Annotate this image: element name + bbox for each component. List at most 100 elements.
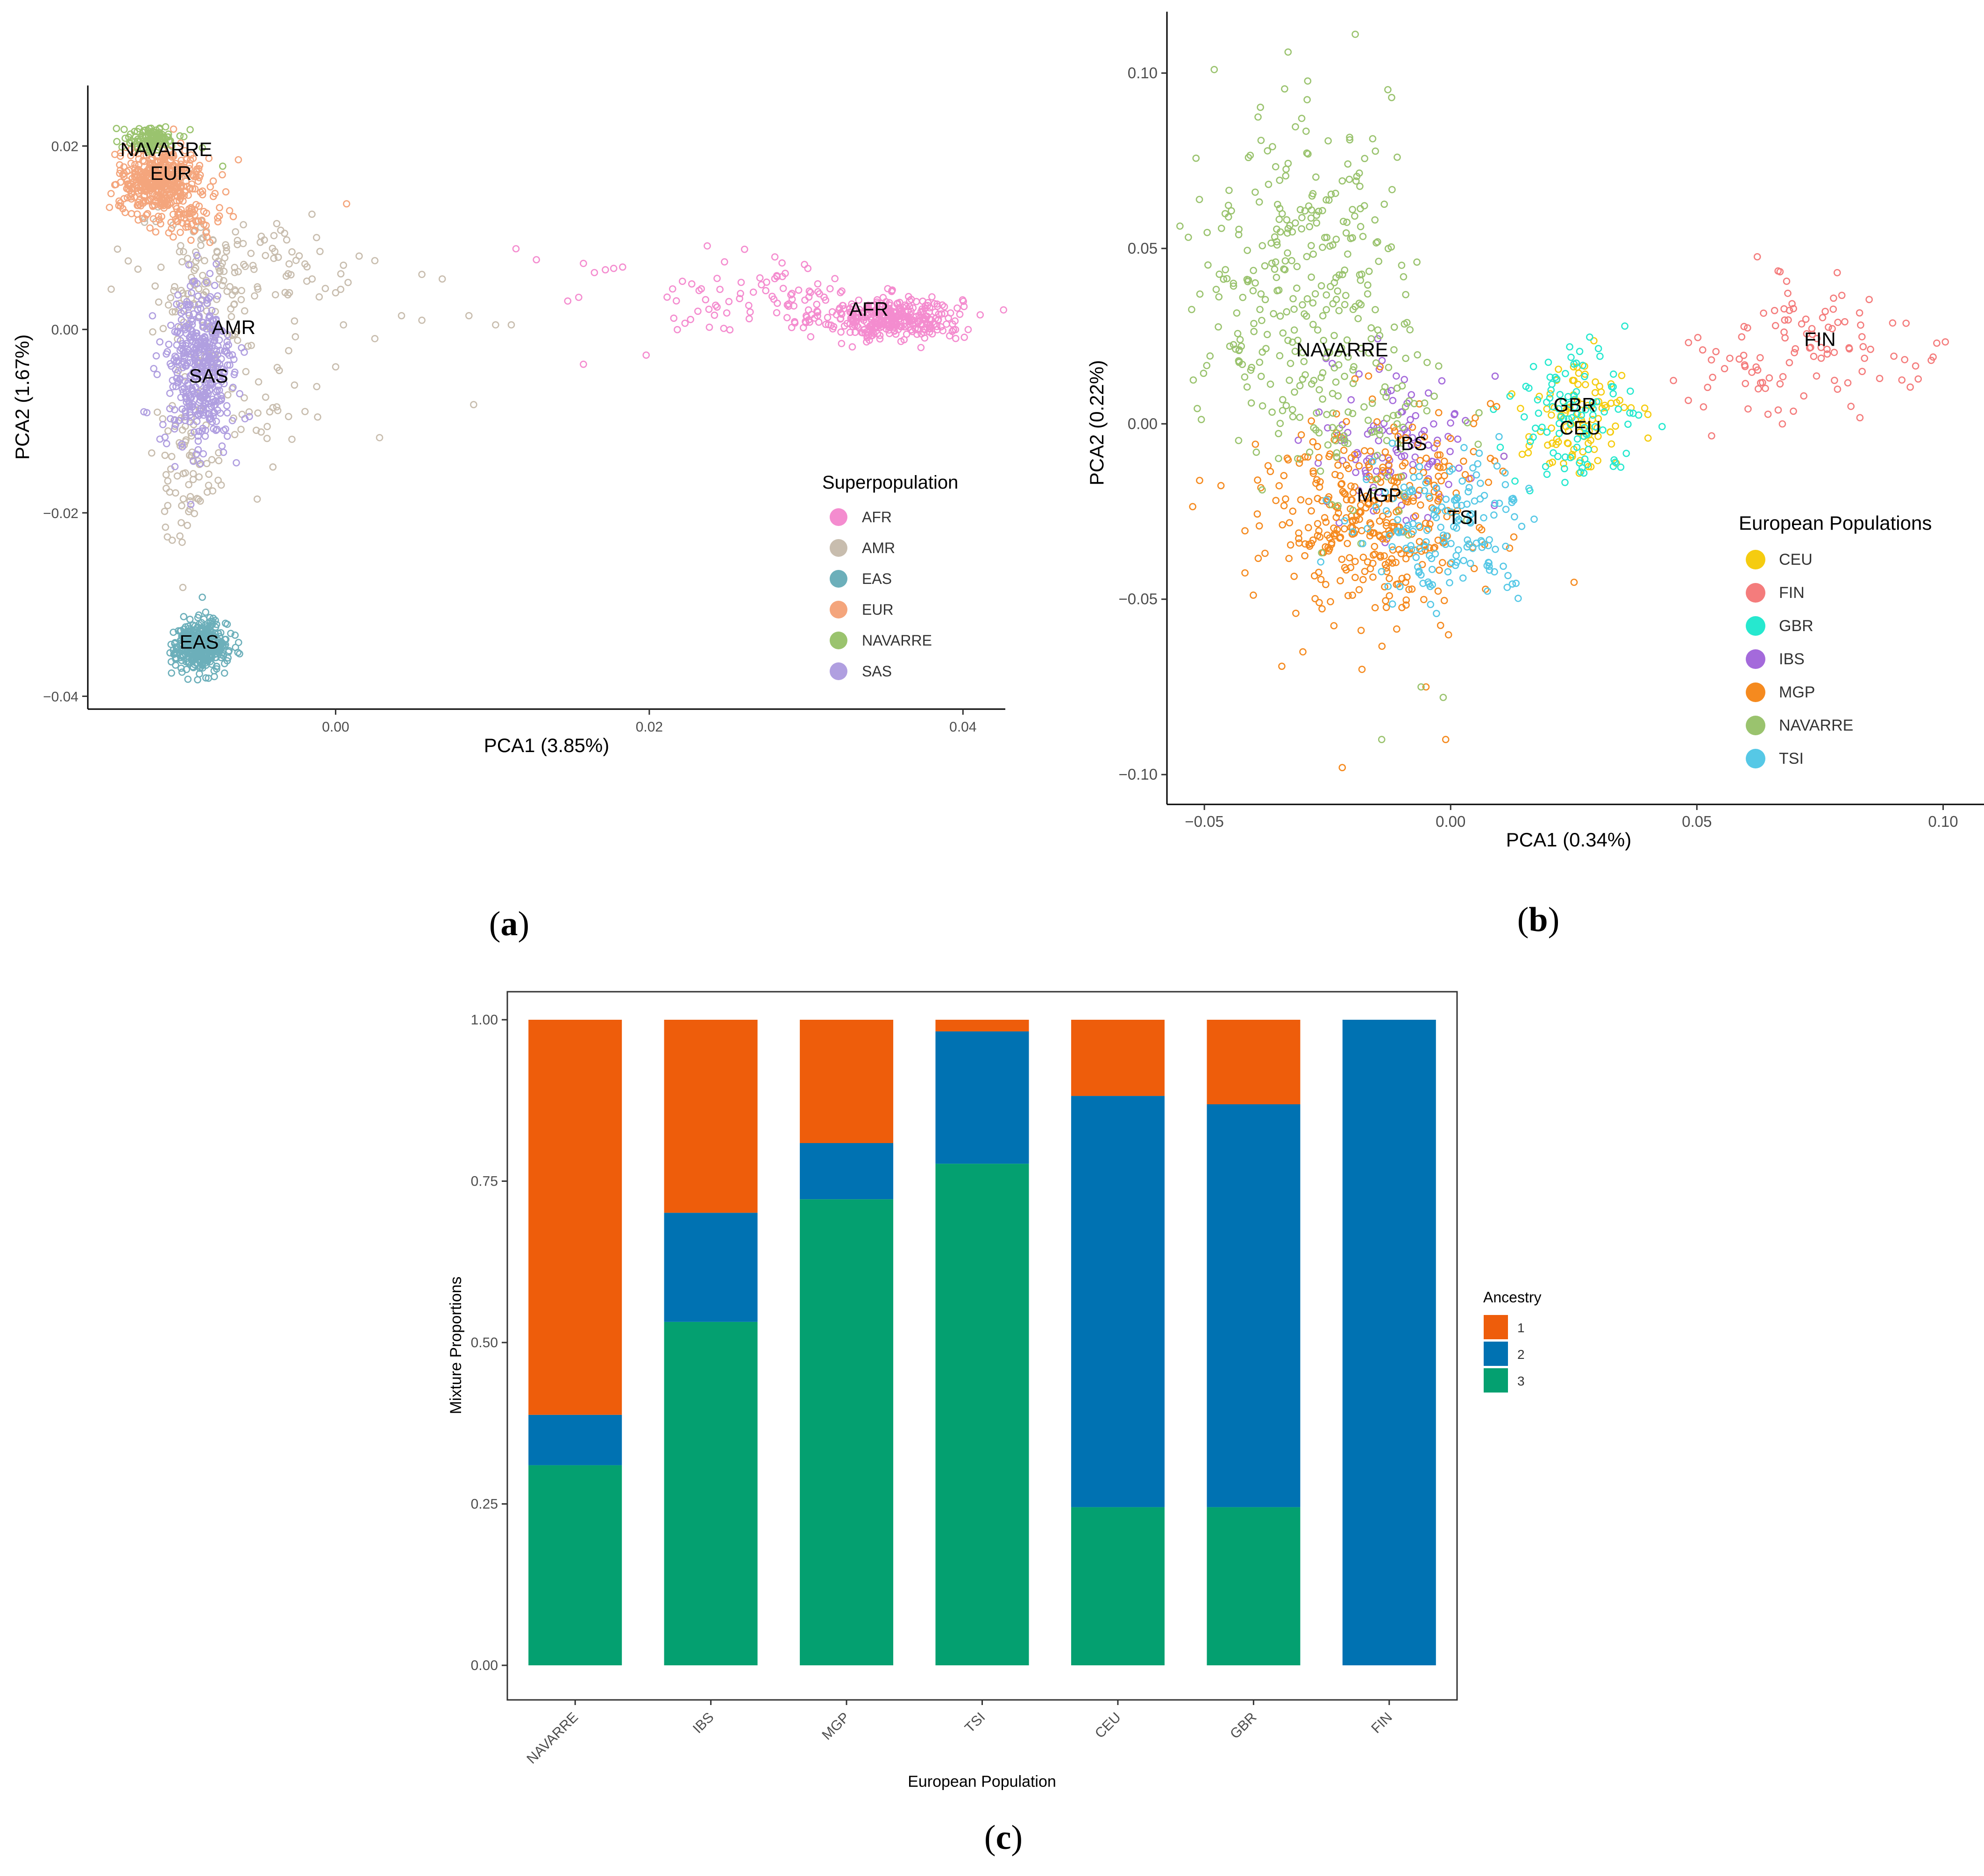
data-point <box>116 161 123 169</box>
data-point <box>190 457 197 465</box>
data-point <box>1548 411 1555 419</box>
data-point <box>166 200 174 207</box>
data-point <box>1741 361 1749 369</box>
data-point <box>197 235 205 243</box>
data-point <box>219 373 227 381</box>
data-point <box>773 309 781 317</box>
data-point <box>1828 325 1836 333</box>
data-point <box>1317 558 1324 566</box>
data-point <box>1425 580 1433 588</box>
legend-swatch-ancestry-3 <box>1484 1368 1508 1393</box>
data-point <box>820 293 828 301</box>
data-point <box>1386 427 1394 435</box>
data-point <box>1464 419 1471 426</box>
data-point <box>116 152 124 160</box>
data-point <box>1262 345 1270 353</box>
legend-swatch-navarre <box>1746 716 1765 735</box>
data-point <box>1347 234 1355 242</box>
data-point <box>868 324 875 331</box>
data-point <box>1402 601 1410 609</box>
data-point <box>231 631 239 639</box>
data-point <box>213 426 221 433</box>
data-point <box>1221 210 1229 218</box>
data-point <box>146 224 154 232</box>
data-point <box>788 324 796 331</box>
data-point <box>694 307 702 315</box>
data-point <box>161 451 169 459</box>
data-point <box>1389 559 1396 567</box>
data-point <box>162 153 170 161</box>
data-point <box>1596 352 1604 360</box>
data-point <box>1602 404 1610 412</box>
data-point <box>1530 515 1538 523</box>
y-tick-label: 0.00 <box>51 322 78 338</box>
data-point <box>1332 190 1339 197</box>
data-point <box>882 302 889 310</box>
data-point <box>202 229 210 236</box>
data-point <box>1309 190 1317 198</box>
data-point <box>197 407 204 415</box>
data-point <box>231 269 239 277</box>
data-point <box>209 177 217 185</box>
data-point <box>230 370 238 378</box>
data-point <box>1230 279 1237 287</box>
data-point <box>1337 577 1344 584</box>
data-point <box>1771 322 1779 329</box>
data-point <box>1548 424 1555 432</box>
data-point <box>121 135 129 142</box>
data-point <box>892 314 900 322</box>
data-point <box>1293 263 1301 270</box>
data-point <box>1339 218 1347 225</box>
data-point <box>1371 216 1379 224</box>
data-point <box>186 156 194 164</box>
data-point <box>1339 270 1346 278</box>
data-point <box>1779 373 1787 381</box>
y-tick-label: 0.10 <box>1128 64 1158 81</box>
data-point <box>1341 372 1348 380</box>
data-point <box>1538 423 1546 431</box>
panel-a-ticks: 0.00 0.02 0.04−0.04−0.020.000.02 <box>43 139 976 735</box>
series-eur <box>106 125 350 246</box>
data-point <box>176 197 183 205</box>
data-point <box>1398 575 1406 583</box>
data-point <box>1774 406 1782 414</box>
data-point <box>313 234 320 242</box>
data-point <box>1442 496 1450 503</box>
data-point <box>1197 416 1205 423</box>
data-point <box>1454 435 1462 443</box>
data-point <box>1471 497 1479 505</box>
data-point <box>1800 392 1807 400</box>
data-point <box>1685 397 1692 405</box>
data-point <box>1257 136 1265 144</box>
data-point <box>1447 508 1455 516</box>
data-point <box>1330 332 1338 340</box>
data-point <box>171 366 179 374</box>
data-point <box>1420 469 1427 476</box>
data-point <box>171 489 179 497</box>
data-point <box>1355 462 1363 470</box>
data-point <box>1424 441 1432 449</box>
data-point <box>1472 471 1480 479</box>
data-point <box>1257 372 1265 380</box>
data-point <box>1384 583 1392 590</box>
data-point <box>1742 380 1749 387</box>
data-point <box>791 318 798 326</box>
data-point <box>1327 190 1335 198</box>
data-point <box>564 297 572 305</box>
data-point <box>186 126 194 134</box>
data-point <box>211 629 219 637</box>
data-point <box>181 354 189 361</box>
data-point <box>337 285 345 293</box>
panel-c-y-axis-title: Mixture Proportions <box>447 1277 465 1414</box>
data-point <box>1465 540 1472 548</box>
data-point <box>171 416 178 424</box>
data-point <box>1315 207 1323 215</box>
data-point <box>418 316 426 324</box>
data-point <box>1423 526 1431 534</box>
data-point <box>185 261 193 269</box>
data-point <box>1495 433 1503 441</box>
data-point <box>1486 536 1493 544</box>
data-point <box>1422 479 1429 487</box>
data-point <box>915 318 922 326</box>
data-point <box>161 150 169 158</box>
